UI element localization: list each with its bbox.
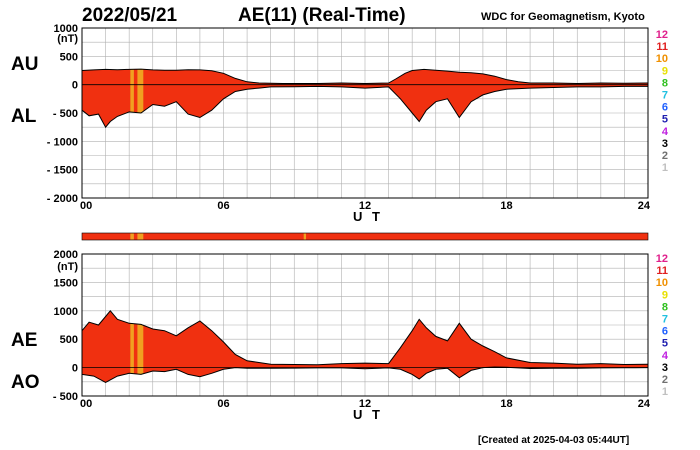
legend-item: 12 bbox=[656, 253, 668, 265]
legend-item: 2 bbox=[662, 150, 668, 162]
series-line-ae bbox=[81, 310, 649, 366]
series-area bbox=[82, 69, 648, 128]
legend-item: 1 bbox=[662, 386, 668, 398]
legend-item: 5 bbox=[662, 338, 668, 350]
legend-item: 6 bbox=[662, 102, 668, 114]
legend-item: 6 bbox=[662, 326, 668, 338]
legend-item: 8 bbox=[662, 77, 668, 89]
y-tick-label: - 2000 bbox=[47, 193, 78, 205]
series-area bbox=[82, 310, 648, 383]
legend-item: 2 bbox=[662, 374, 668, 386]
y-unit-label: (nT) bbox=[57, 261, 78, 273]
x-tick-label: 18 bbox=[500, 398, 512, 410]
y-tick-label: 1000 bbox=[54, 23, 78, 35]
chart-title: AE(11) (Real-Time) bbox=[238, 5, 406, 26]
legend-item: 9 bbox=[662, 65, 668, 77]
highlight-band bbox=[130, 69, 134, 128]
y-tick-label: 0 bbox=[72, 363, 78, 375]
chart-date: 2022/05/21 bbox=[82, 5, 178, 26]
legend-item: 7 bbox=[662, 314, 668, 326]
legend-item: 3 bbox=[662, 362, 668, 374]
y-tick-label: - 1500 bbox=[47, 165, 78, 177]
status-highlight bbox=[303, 233, 307, 240]
legend-item: 5 bbox=[662, 114, 668, 126]
x-tick-label: 06 bbox=[217, 398, 229, 410]
y-tick-label: 2000 bbox=[54, 249, 78, 261]
series-label-upper: AU bbox=[11, 54, 38, 75]
x-axis-label: U T bbox=[353, 209, 383, 224]
y-tick-label: 500 bbox=[60, 334, 78, 346]
legend-item: 8 bbox=[662, 301, 668, 313]
legend-item: 4 bbox=[662, 126, 669, 138]
legend-item: 10 bbox=[656, 53, 668, 65]
legend-item: 7 bbox=[662, 90, 668, 102]
status-bar bbox=[81, 232, 649, 241]
legend-item: 4 bbox=[662, 350, 669, 362]
legend-item: 10 bbox=[656, 277, 668, 289]
y-tick-label: 1000 bbox=[54, 306, 78, 318]
x-tick-label: 00 bbox=[80, 398, 92, 410]
series-line-al bbox=[81, 85, 648, 129]
created-note: [Created at 2025-04-03 05:44UT] bbox=[478, 435, 629, 446]
x-axis-label: U T bbox=[353, 407, 383, 422]
y-tick-label: 0 bbox=[72, 80, 78, 92]
legend-item: 12 bbox=[656, 29, 668, 41]
x-tick-label: 06 bbox=[217, 200, 229, 212]
legend-item: 9 bbox=[662, 289, 668, 301]
series-line-au bbox=[81, 68, 649, 85]
x-tick-label: 12 bbox=[359, 398, 371, 410]
y-tick-label: - 1000 bbox=[47, 136, 78, 148]
x-tick-label: 24 bbox=[638, 398, 651, 410]
status-highlight bbox=[137, 233, 144, 240]
y-tick-label: 500 bbox=[60, 51, 78, 63]
legend-item: 1 bbox=[662, 162, 668, 174]
y-tick-label: 1500 bbox=[54, 277, 78, 289]
status-bar-fill bbox=[81, 232, 649, 241]
highlight-band bbox=[130, 310, 134, 383]
x-tick-label: 24 bbox=[638, 200, 651, 212]
series-label-lower: AL bbox=[11, 106, 37, 127]
series-label-upper: AE bbox=[11, 330, 37, 351]
legend-item: 11 bbox=[656, 265, 668, 277]
highlight-band bbox=[137, 310, 144, 383]
y-tick-label: - 500 bbox=[53, 391, 78, 403]
x-tick-label: 18 bbox=[500, 200, 512, 212]
plot-frame bbox=[81, 27, 649, 199]
plot-frame bbox=[81, 253, 649, 397]
series-label-lower: AO bbox=[11, 372, 40, 393]
y-tick-label: - 500 bbox=[53, 108, 78, 120]
y-unit-label: (nT) bbox=[57, 33, 78, 45]
legend-item: 11 bbox=[656, 41, 668, 53]
highlight-band bbox=[137, 69, 144, 128]
x-tick-label: 12 bbox=[359, 200, 371, 212]
legend-item: 3 bbox=[662, 138, 668, 150]
top-panel: 1000 500 0 - 500 - 1000 - 1500 - 2000 (nT) 00 06 1… bbox=[11, 23, 669, 224]
x-tick-label: 00 bbox=[80, 200, 92, 212]
status-highlight bbox=[130, 233, 134, 240]
chart-source: WDC for Geomagnetism, Kyoto bbox=[481, 11, 645, 23]
